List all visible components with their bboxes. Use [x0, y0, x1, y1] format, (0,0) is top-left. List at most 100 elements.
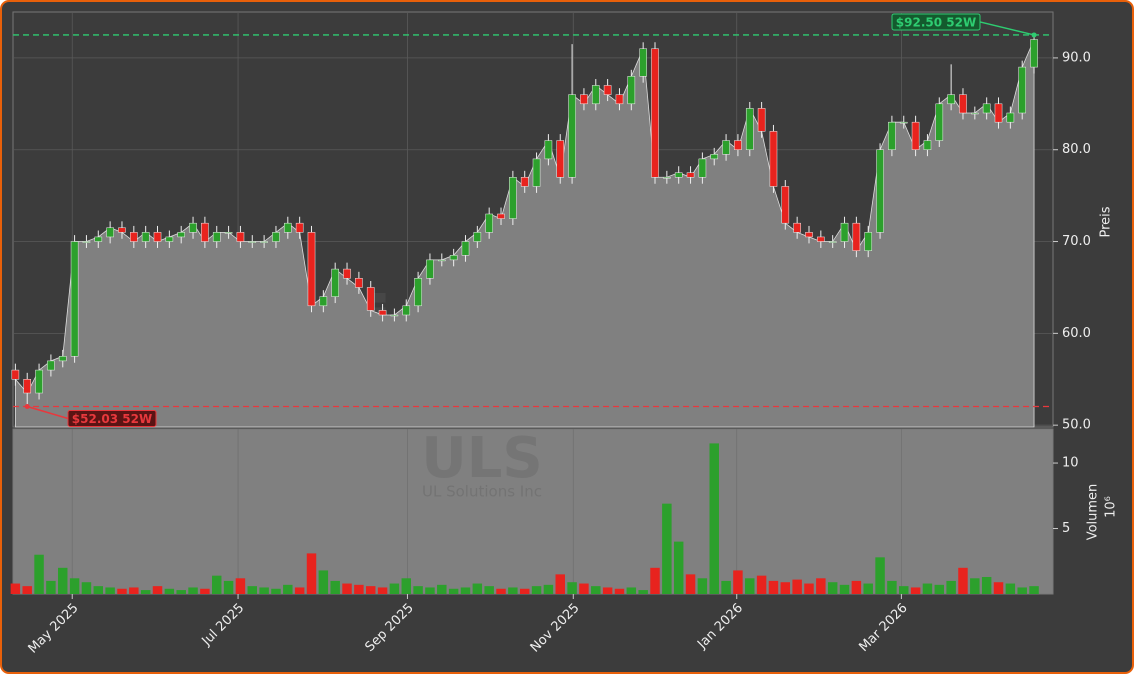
- volume-bar: [555, 574, 565, 594]
- volume-bar: [283, 584, 293, 594]
- candle-body: [627, 76, 636, 105]
- volume-bar: [591, 586, 601, 594]
- volume-bar: [437, 584, 447, 594]
- volume-bar: [377, 587, 388, 594]
- candle-body: [971, 112, 979, 115]
- candle-body: [888, 121, 896, 150]
- candle-body: [485, 213, 493, 233]
- volume-bar: [46, 580, 56, 594]
- volume-bar: [946, 580, 956, 594]
- candle-body: [947, 94, 955, 105]
- candle-body: [817, 236, 825, 242]
- candle-body: [686, 172, 695, 178]
- volume-bar: [709, 443, 719, 594]
- volume-bar: [365, 586, 376, 594]
- volume-bar: [839, 584, 850, 594]
- volume-bar: [756, 575, 767, 594]
- candle-body: [284, 222, 292, 233]
- y-tick-label: 5: [1062, 521, 1070, 536]
- candle-body: [935, 103, 944, 141]
- candle-body: [319, 296, 328, 307]
- volume-bar: [816, 578, 826, 594]
- candle-body: [497, 213, 505, 219]
- candle-body: [177, 232, 186, 238]
- candle-body: [805, 232, 813, 238]
- volume-bar: [1029, 586, 1039, 594]
- y-axis-label: Preis: [1099, 206, 1114, 237]
- volume-bar: [247, 586, 258, 594]
- volume-bar: [176, 590, 186, 594]
- extreme-label: $92.50 52W: [896, 15, 976, 29]
- ticker-watermark: ULS: [421, 426, 543, 491]
- candle-body: [355, 278, 363, 288]
- volume-bar: [69, 578, 80, 594]
- candle-body: [734, 140, 742, 150]
- candle-body: [153, 232, 162, 242]
- candle-body: [722, 140, 730, 155]
- candle-body: [568, 94, 576, 178]
- candle-body: [58, 356, 67, 362]
- volume-bar: [697, 578, 708, 594]
- y-tick-label: 50.0: [1062, 418, 1091, 433]
- company-watermark: UL Solutions Inc: [422, 483, 542, 501]
- volume-bar: [10, 583, 21, 594]
- extreme-label-box: [67, 410, 157, 428]
- candle-body: [864, 232, 873, 251]
- volume-bar: [804, 583, 814, 594]
- volume-bar: [768, 580, 779, 594]
- volume-bar: [887, 580, 897, 594]
- y-tick-label: 80.0: [1062, 142, 1091, 157]
- candle-body: [272, 232, 280, 242]
- volume-bar: [531, 586, 542, 594]
- candle-body: [591, 85, 600, 105]
- candle-body: [402, 305, 411, 316]
- candle-body: [343, 268, 351, 279]
- volume-bar: [910, 587, 921, 594]
- volume-bar: [235, 578, 246, 594]
- volume-bar: [401, 578, 411, 594]
- y-tick-label: 10: [1062, 456, 1079, 471]
- candle-body: [1018, 66, 1027, 114]
- candle-body: [876, 149, 884, 233]
- candle-body: [793, 222, 801, 233]
- volume-bar: [638, 590, 648, 594]
- volume-bar: [626, 587, 637, 594]
- candle-body: [710, 154, 719, 160]
- candle-body: [201, 222, 209, 242]
- candle-body: [248, 241, 257, 243]
- candle-body: [47, 360, 55, 371]
- candle-body: [23, 379, 32, 394]
- candle-body: [982, 103, 991, 114]
- volume-bar: [354, 584, 364, 594]
- candle-body: [651, 48, 659, 178]
- volume-bar: [294, 587, 305, 594]
- candle-body: [899, 121, 908, 124]
- candle-body: [106, 227, 114, 238]
- candle-body: [923, 140, 932, 150]
- plot: May 2025 Jul 2025 Sep 2025 Nov 2025 Jan 2026…: [10, 11, 1119, 657]
- volume-bar: [934, 584, 945, 594]
- candle-body: [745, 108, 754, 150]
- candle-body: [959, 94, 967, 114]
- volume-bar: [460, 587, 471, 594]
- volume-bar: [650, 567, 660, 594]
- candle-body: [852, 222, 861, 251]
- volume-bar: [58, 567, 68, 594]
- volume-bar: [389, 583, 400, 594]
- candle-body: [911, 121, 920, 150]
- candle-body: [615, 94, 624, 105]
- volume-bar: [93, 586, 104, 594]
- candle-body: [70, 241, 79, 357]
- candle-body: [189, 222, 197, 233]
- volume-bar: [34, 554, 44, 594]
- volume-bar: [448, 588, 459, 594]
- candle-body: [82, 241, 91, 243]
- volume-bar: [1005, 583, 1016, 594]
- candle-body: [663, 177, 671, 179]
- candle-body: [236, 232, 245, 242]
- candle-body: [840, 222, 849, 242]
- volume-bar: [685, 574, 696, 594]
- candle-body: [1030, 39, 1038, 68]
- volume-bar: [259, 587, 269, 594]
